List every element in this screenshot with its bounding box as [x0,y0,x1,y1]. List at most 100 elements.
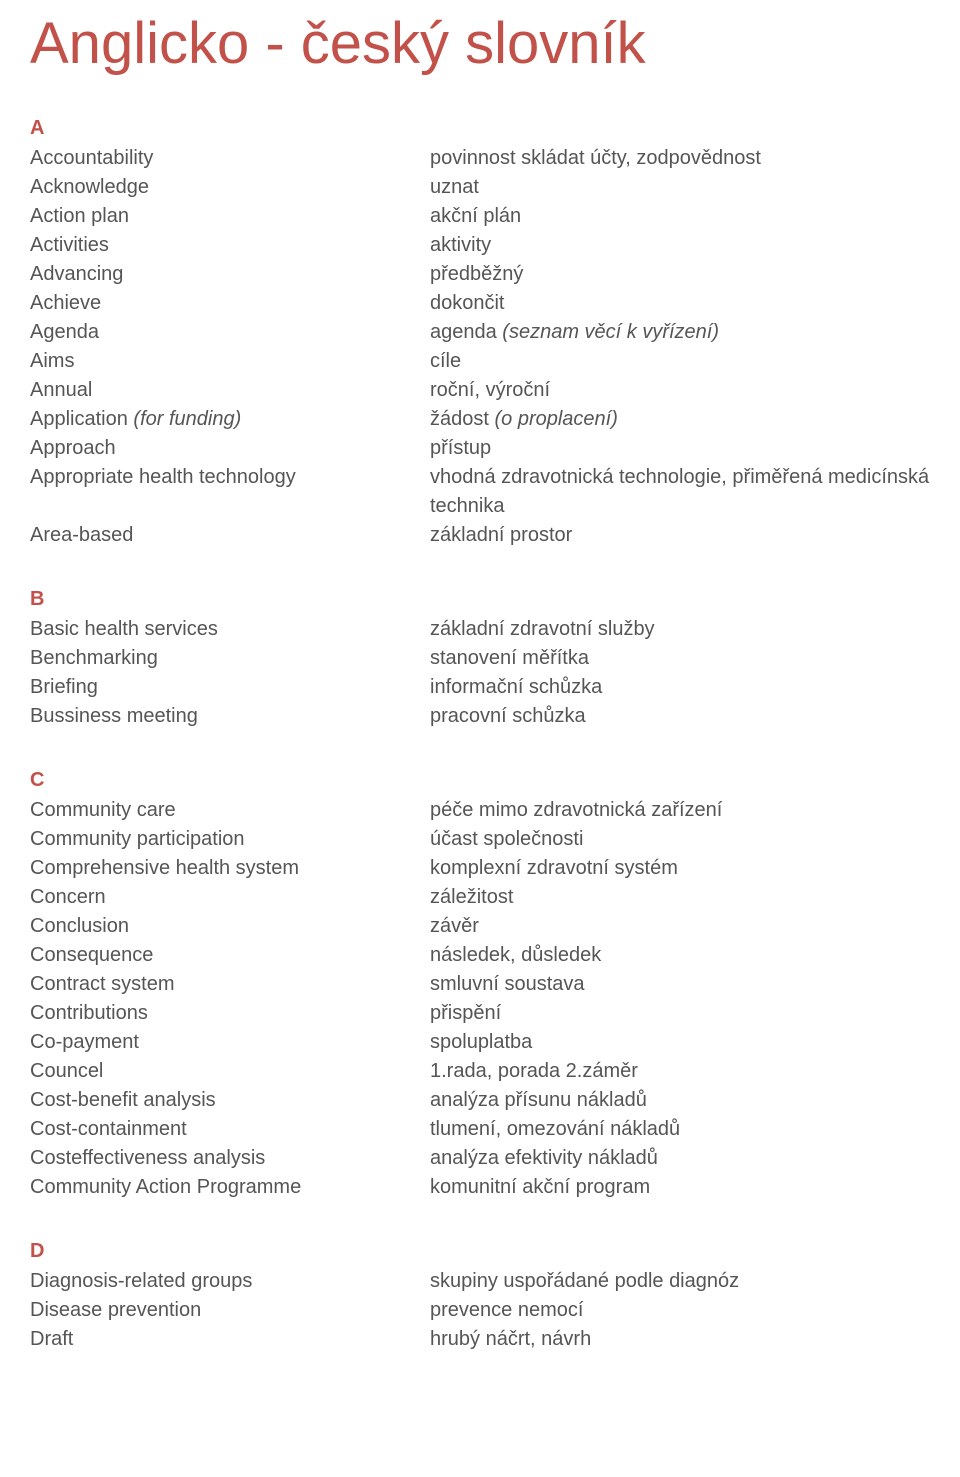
term-czech: komunitní akční program [430,1173,930,1202]
dictionary-row: Application (for funding)žádost (o propl… [30,405,930,434]
section-letter: B [30,588,930,611]
term-czech: přístup [430,434,930,463]
term-english: Cost-containment [30,1115,430,1144]
term-english: Bussiness meeting [30,702,430,731]
term-czech: uznat [430,173,930,202]
dictionary-row: Briefinginformační schůzka [30,673,930,702]
term-english: Briefing [30,673,430,702]
dictionary-row: Appropriate health technologyvhodná zdra… [30,463,930,521]
page-title: Anglicko - český slovník [30,10,930,77]
term-czech: agenda (seznam věcí k vyřízení) [430,318,930,347]
term-english: Agenda [30,318,430,347]
dictionary-row: Community Action Programmekomunitní akčn… [30,1173,930,1202]
term-czech: stanovení měřítka [430,644,930,673]
term-czech: 1.rada, porada 2.záměr [430,1057,930,1086]
term-english: Area-based [30,521,430,550]
term-czech: záležitost [430,883,930,912]
dictionary-row: Councel1.rada, porada 2.záměr [30,1057,930,1086]
section-letter: D [30,1240,930,1263]
dictionary-row: Accountabilitypovinnost skládat účty, zo… [30,144,930,173]
term-english: Costeffectiveness analysis [30,1144,430,1173]
italic-span: (seznam věcí k vyřízení) [502,321,719,343]
term-czech: tlumení, omezování nákladů [430,1115,930,1144]
dictionary-row: Disease preventionprevence nemocí [30,1296,930,1325]
dictionary-row: Annualroční, výroční [30,376,930,405]
dictionary-row: Diagnosis-related groupsskupiny uspořáda… [30,1267,930,1296]
term-english: Diagnosis-related groups [30,1267,430,1296]
term-czech: analýza efektivity nákladů [430,1144,930,1173]
term-czech: žádost (o proplacení) [430,405,930,434]
term-czech: cíle [430,347,930,376]
term-czech: komplexní zdravotní systém [430,854,930,883]
dictionary-section: D Diagnosis-related groupsskupiny uspořád… [30,1240,930,1354]
term-english: Accountability [30,144,430,173]
term-english: Draft [30,1325,430,1354]
term-english: Disease prevention [30,1296,430,1325]
section-letter: A [30,117,930,140]
dictionary-row: Co-paymentspoluplatba [30,1028,930,1057]
dictionary-row: Community carepéče mimo zdravotnická zař… [30,796,930,825]
dictionary-row: Cost-benefit analysisanalýza přísunu nák… [30,1086,930,1115]
term-czech: základní zdravotní služby [430,615,930,644]
term-czech: skupiny uspořádané podle diagnóz [430,1267,930,1296]
dictionary-row: Costeffectiveness analysisanalýza efekti… [30,1144,930,1173]
dictionary-row: Conclusionzávěr [30,912,930,941]
term-czech: roční, výroční [430,376,930,405]
dictionary-row: Comprehensive health systemkomplexní zdr… [30,854,930,883]
dictionary-row: Area-basedzákladní prostor [30,521,930,550]
term-english: Action plan [30,202,430,231]
term-english: Comprehensive health system [30,854,430,883]
term-english: Co-payment [30,1028,430,1057]
term-czech: prevence nemocí [430,1296,930,1325]
dictionary-row: Acknowledgeuznat [30,173,930,202]
term-english: Concern [30,883,430,912]
dictionary-row: Cost-containmenttlumení, omezování nákla… [30,1115,930,1144]
term-czech: následek, důsledek [430,941,930,970]
dictionary-section: C Community carepéče mimo zdravotnická za… [30,769,930,1202]
term-english: Acknowledge [30,173,430,202]
term-english: Appropriate health technology [30,463,430,521]
term-czech: závěr [430,912,930,941]
term-czech: péče mimo zdravotnická zařízení [430,796,930,825]
dictionary-row: Drafthrubý náčrt, návrh [30,1325,930,1354]
term-czech: povinnost skládat účty, zodpovědnost [430,144,930,173]
section-letter: C [30,769,930,792]
term-czech: informační schůzka [430,673,930,702]
term-czech: hrubý náčrt, návrh [430,1325,930,1354]
italic-span: (for funding) [133,408,241,430]
dictionary-row: Bussiness meetingpracovní schůzka [30,702,930,731]
dictionary-row: Community participationúčast společnosti [30,825,930,854]
term-english: Activities [30,231,430,260]
term-czech: účast společnosti [430,825,930,854]
dictionary-row: Advancingpředběžný [30,260,930,289]
dictionary-row: Contract systemsmluvní soustava [30,970,930,999]
term-english: Community care [30,796,430,825]
term-english: Contributions [30,999,430,1028]
term-english: Advancing [30,260,430,289]
term-english: Community participation [30,825,430,854]
italic-span: (o proplacení) [494,408,617,430]
term-czech: akční plán [430,202,930,231]
dictionary-row: Achievedokončit [30,289,930,318]
term-english: Councel [30,1057,430,1086]
dictionary-section: B Basic health serviceszákladní zdravotní… [30,588,930,731]
term-czech: spoluplatba [430,1028,930,1057]
term-english: Community Action Programme [30,1173,430,1202]
dictionary-row: Approachpřístup [30,434,930,463]
dictionary-section: A Accountabilitypovinnost skládat účty, z… [30,117,930,550]
term-czech: vhodná zdravotnická technologie, přiměře… [430,463,930,521]
term-czech: smluvní soustava [430,970,930,999]
dictionary-row: Concernzáležitost [30,883,930,912]
term-czech: aktivity [430,231,930,260]
dictionary-row: Contributionspřispění [30,999,930,1028]
dictionary-page: Anglicko - český slovník A Accountability… [0,10,960,1432]
term-english: Basic health services [30,615,430,644]
term-czech: předběžný [430,260,930,289]
term-english: Aims [30,347,430,376]
sections-container: A Accountabilitypovinnost skládat účty, z… [30,117,930,1354]
dictionary-row: Action planakční plán [30,202,930,231]
term-czech: analýza přísunu nákladů [430,1086,930,1115]
dictionary-row: Basic health serviceszákladní zdravotní … [30,615,930,644]
dictionary-row: Agendaagenda (seznam věcí k vyřízení) [30,318,930,347]
term-english: Contract system [30,970,430,999]
